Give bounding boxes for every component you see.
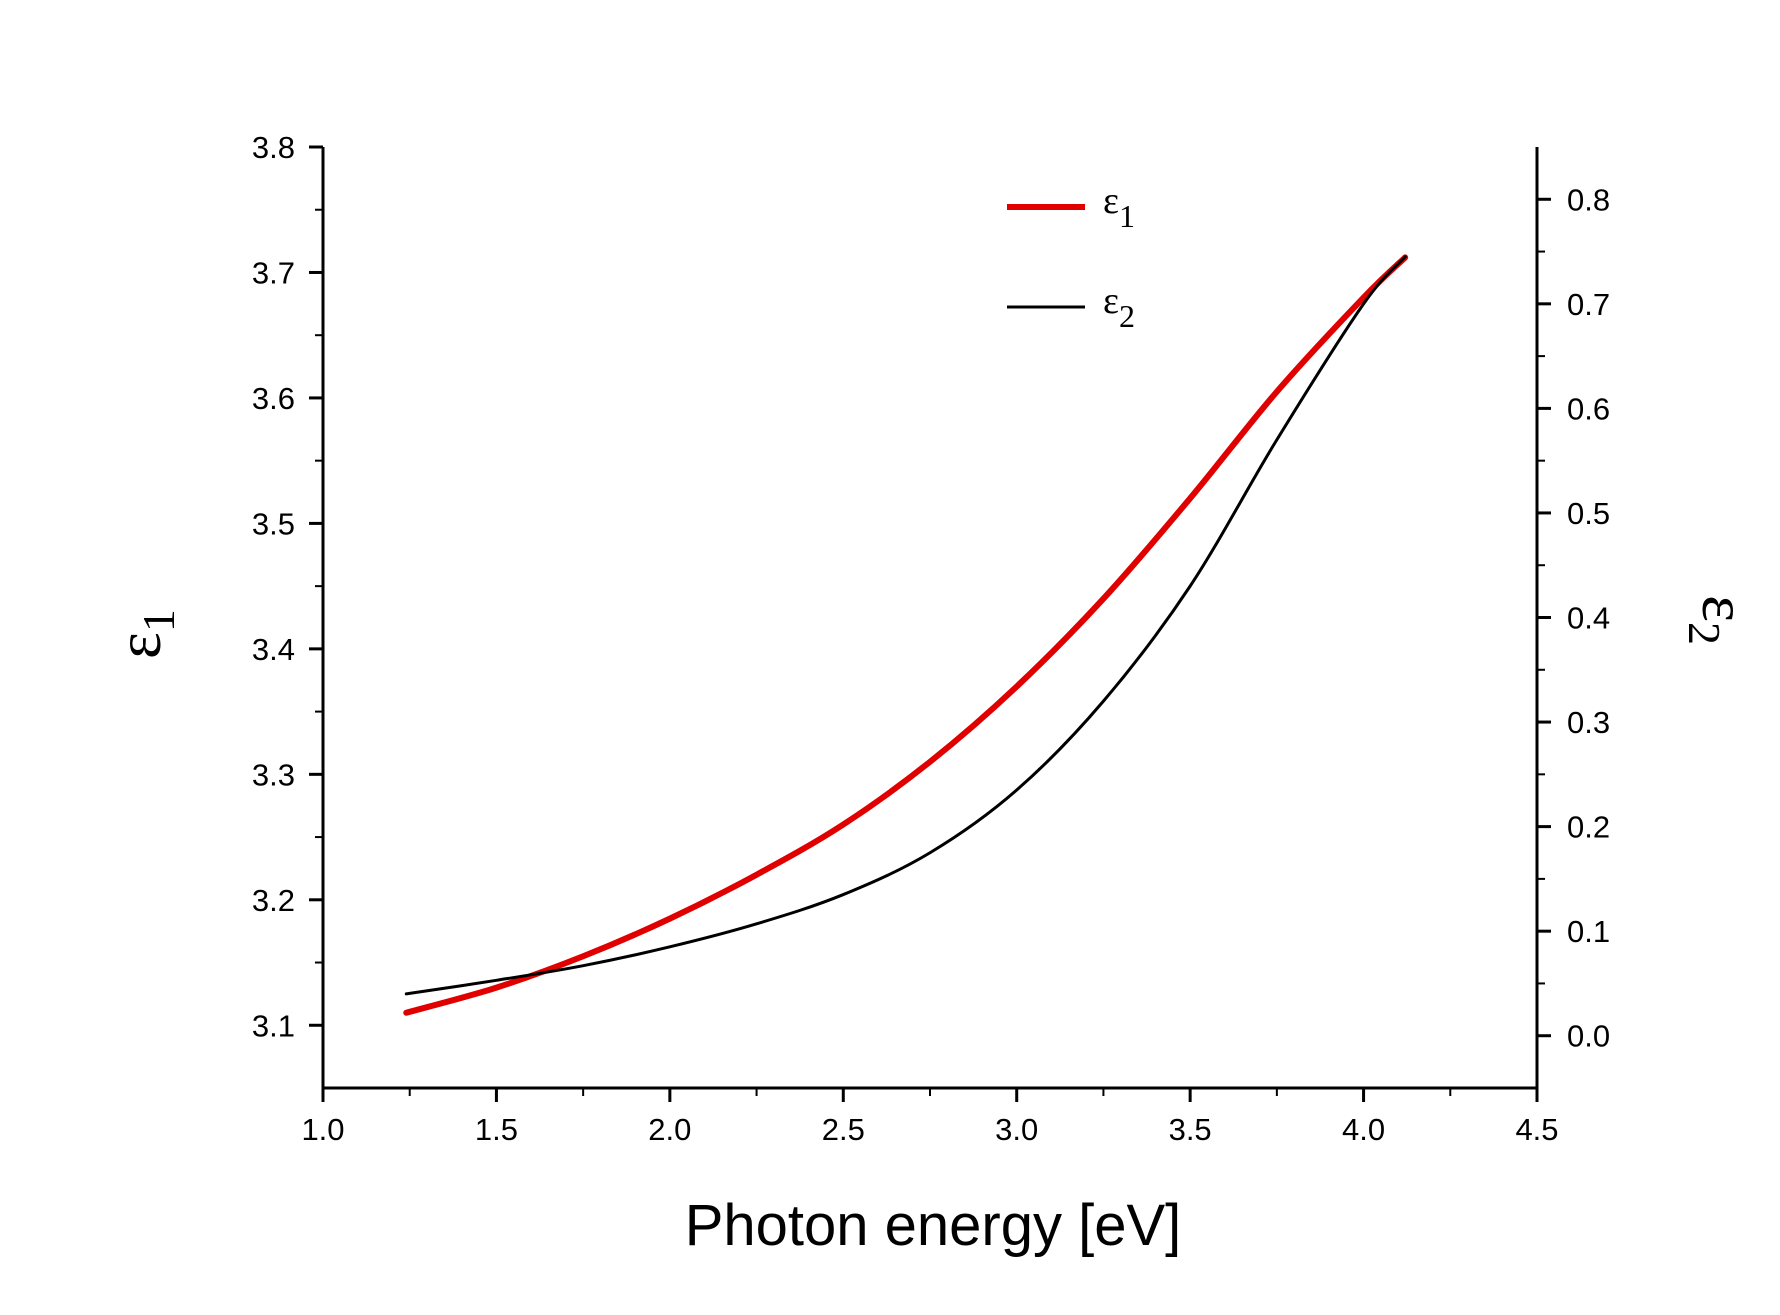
legend-subscript: 1 xyxy=(1119,198,1135,234)
legend-label-2: ε2 xyxy=(1103,280,1135,334)
y-left-tick-label: 3.7 xyxy=(252,255,295,290)
y-left-tick-label: 3.5 xyxy=(252,506,295,541)
y-left-tick-label: 3.1 xyxy=(252,1008,295,1043)
series-line-1 xyxy=(403,254,1409,1016)
y-left-tick-label: 3.8 xyxy=(252,130,295,165)
y-right-tick-label: 0.3 xyxy=(1567,705,1610,740)
series-line-2 xyxy=(404,255,1407,996)
legend-subscript: 2 xyxy=(1119,298,1135,334)
legend-label-1: ε1 xyxy=(1103,180,1135,234)
y-right-axis-title-symbol: ε xyxy=(1689,595,1760,622)
x-tick-label: 4.0 xyxy=(1342,1112,1385,1147)
y-right-tick-label: 0.0 xyxy=(1567,1019,1610,1054)
x-tick-label: 3.0 xyxy=(995,1112,1038,1147)
y-right-axis-title: ε2 xyxy=(1679,595,1760,645)
x-tick-label: 2.5 xyxy=(822,1112,865,1147)
legend-symbol: ε xyxy=(1103,180,1119,222)
y-right-tick-label: 0.5 xyxy=(1567,496,1610,531)
x-axis-title: Photon energy [eV] xyxy=(685,1193,1182,1258)
x-tick-label: 1.0 xyxy=(301,1112,344,1147)
y-right-tick-label: 0.1 xyxy=(1567,914,1610,949)
legend-symbol: ε xyxy=(1103,280,1119,322)
y-right-tick-label: 0.6 xyxy=(1567,391,1610,426)
y-right-axis-title-text: ε2 xyxy=(1679,595,1760,645)
x-tick-label: 4.5 xyxy=(1515,1112,1558,1147)
y-right-tick-label: 0.4 xyxy=(1567,601,1610,636)
y-left-tick-label: 3.2 xyxy=(252,883,295,918)
y-right-tick-label: 0.2 xyxy=(1567,810,1610,845)
y-left-axis-title: ε1 xyxy=(103,609,184,659)
x-tick-label: 3.5 xyxy=(1169,1112,1212,1147)
y-left-axis-title-text: ε1 xyxy=(103,609,184,659)
x-tick-label: 2.0 xyxy=(648,1112,691,1147)
x-tick-label: 1.5 xyxy=(475,1112,518,1147)
y-left-tick-label: 3.6 xyxy=(252,381,295,416)
y-left-axis-title-subscript: 1 xyxy=(133,609,184,632)
y-left-tick-label: 3.4 xyxy=(252,632,295,667)
y-right-tick-label: 0.7 xyxy=(1567,287,1610,322)
y-right-tick-label: 0.8 xyxy=(1567,182,1610,217)
y-left-tick-label: 3.3 xyxy=(252,757,295,792)
y-left-axis-title-symbol: ε xyxy=(103,632,174,659)
y-right-axis-title-subscript: 2 xyxy=(1679,622,1730,645)
